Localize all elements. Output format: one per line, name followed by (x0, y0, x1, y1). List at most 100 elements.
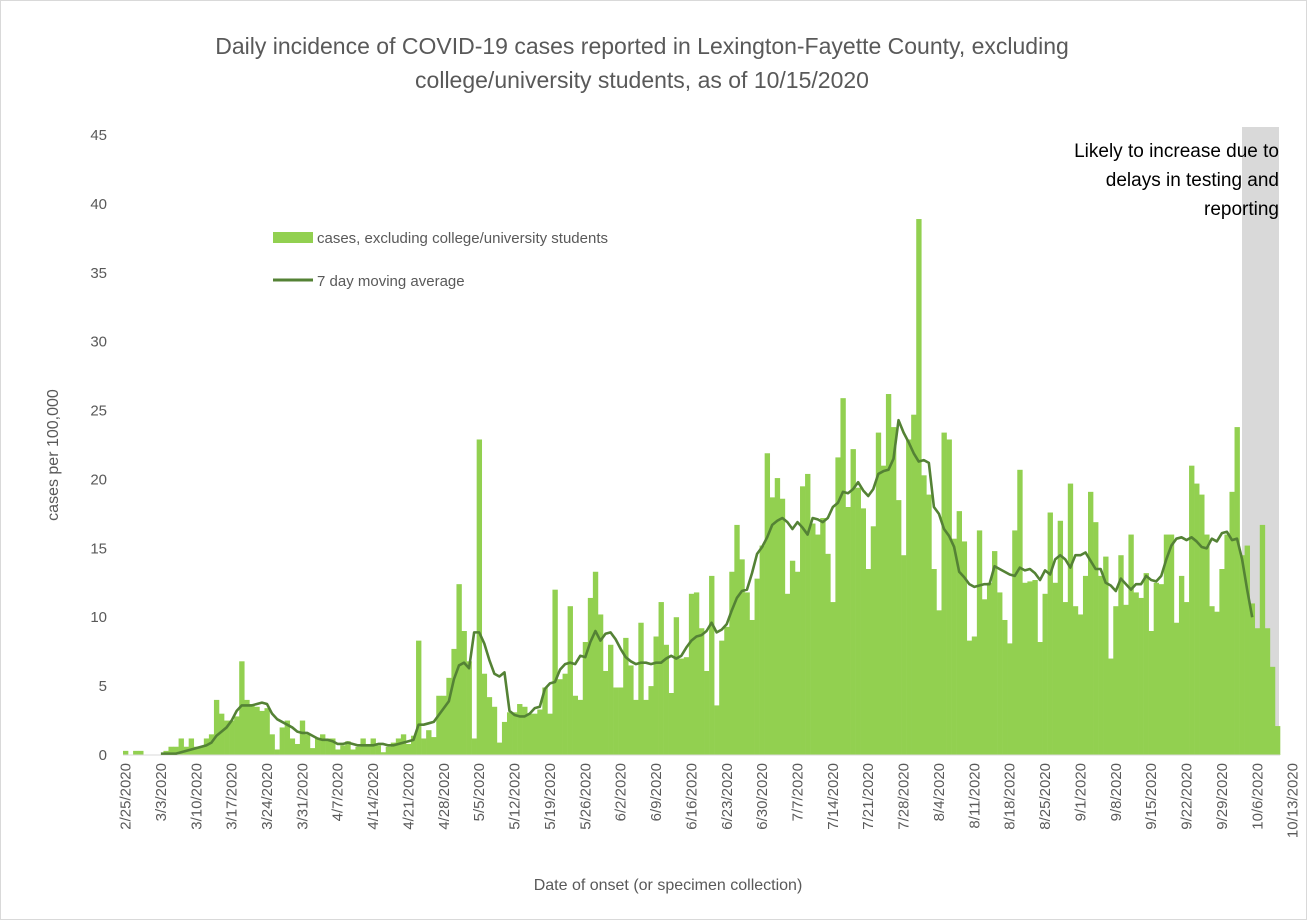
case-bar (274, 749, 280, 755)
case-bar (880, 465, 887, 755)
case-bar (577, 699, 584, 755)
x-tick-label: 8/25/2020 (1037, 763, 1054, 830)
y-tick-label: 10 (90, 609, 107, 626)
x-tick-label: 3/3/2020 (153, 763, 170, 821)
case-bar (1088, 491, 1094, 755)
case-bar (1017, 469, 1023, 755)
x-tick-label: 3/10/2020 (188, 763, 205, 830)
case-bar (456, 584, 462, 755)
case-bar (714, 705, 720, 755)
x-tick-label: 9/29/2020 (1214, 763, 1231, 830)
case-bar (805, 473, 811, 755)
case-bar (678, 658, 685, 755)
case-bar (1012, 530, 1018, 755)
case-bar (567, 606, 573, 755)
y-tick-label: 40 (90, 196, 107, 213)
x-tick-label: 9/15/2020 (1143, 763, 1160, 830)
case-bar (951, 538, 957, 755)
case-bar (436, 695, 442, 755)
case-bar (390, 742, 397, 755)
case-bar (981, 599, 988, 755)
case-bar (1007, 643, 1013, 755)
case-bar (557, 679, 563, 755)
case-bar (486, 697, 493, 755)
case-bar (350, 749, 356, 755)
case-bar (527, 713, 533, 755)
case-bar (133, 750, 139, 755)
annotation-line-3: reporting (1204, 199, 1279, 220)
case-bar (1254, 628, 1261, 755)
case-bar (800, 486, 806, 755)
chart-title-line-2: college/university students, as of 10/15… (415, 67, 869, 93)
x-tick-label: 7/7/2020 (790, 763, 807, 821)
case-bar (1123, 604, 1129, 755)
case-bar (370, 738, 376, 755)
case-bar (1158, 584, 1165, 755)
case-bar (1224, 534, 1230, 755)
x-tick-label: 5/26/2020 (577, 763, 594, 830)
case-bar (997, 592, 1003, 755)
case-bar (496, 742, 503, 755)
case-bar (1148, 631, 1154, 755)
case-bar (234, 716, 240, 755)
case-bar (562, 673, 568, 755)
case-bar (208, 734, 215, 755)
case-bar (875, 432, 882, 755)
case-bar (299, 720, 306, 755)
case-bar (269, 734, 275, 755)
case-bar (138, 750, 144, 755)
case-bar (1153, 582, 1160, 755)
x-tick-label: 8/4/2020 (931, 763, 948, 821)
case-bar (810, 523, 816, 755)
moving-average-line (160, 418, 1254, 755)
case-bar (340, 745, 346, 755)
case-bar (1047, 512, 1053, 755)
case-bar (360, 738, 366, 755)
case-bar (410, 735, 417, 755)
case-bar (1042, 593, 1048, 755)
case-bar (219, 713, 225, 755)
x-tick-label: 3/17/2020 (224, 763, 241, 830)
case-bar (1093, 522, 1099, 755)
case-bar (213, 699, 220, 755)
case-bar (400, 734, 407, 755)
y-tick-label: 5 (99, 678, 107, 695)
case-bar (441, 695, 447, 755)
case-bar (1032, 580, 1038, 755)
legend-label-bars: cases, excluding college/university stud… (317, 230, 608, 247)
y-tick-label: 30 (90, 334, 107, 351)
case-bar (749, 619, 755, 755)
case-bar (906, 439, 912, 755)
case-bar (224, 720, 230, 755)
case-bar (325, 738, 331, 755)
case-bar (764, 453, 771, 755)
case-bar (380, 752, 387, 755)
case-bar (1057, 520, 1064, 755)
case-bar (1163, 534, 1170, 755)
case-bar (173, 746, 179, 755)
case-bar (330, 738, 336, 755)
case-bar (860, 508, 866, 755)
case-bar (663, 644, 669, 755)
case-bar (587, 597, 594, 755)
case-bar (547, 713, 553, 755)
x-tick-label: 5/5/2020 (471, 763, 488, 821)
x-tick-label: 7/21/2020 (860, 763, 877, 830)
x-tick-label: 7/14/2020 (825, 763, 842, 830)
case-bar (769, 497, 776, 755)
y-tick-label: 15 (90, 540, 107, 557)
case-bar (901, 555, 907, 755)
case-bar (1143, 573, 1149, 755)
x-tick-label: 10/13/2020 (1285, 763, 1302, 838)
bar-series (123, 219, 1281, 756)
case-bar (193, 746, 200, 755)
case-bar (896, 500, 902, 755)
x-tick-label: 9/22/2020 (1179, 763, 1196, 830)
case-bar (946, 439, 952, 755)
case-bar (304, 734, 311, 755)
case-bar (698, 628, 705, 755)
case-bar (628, 665, 634, 755)
case-bar (1062, 602, 1069, 755)
case-bar (517, 704, 523, 755)
